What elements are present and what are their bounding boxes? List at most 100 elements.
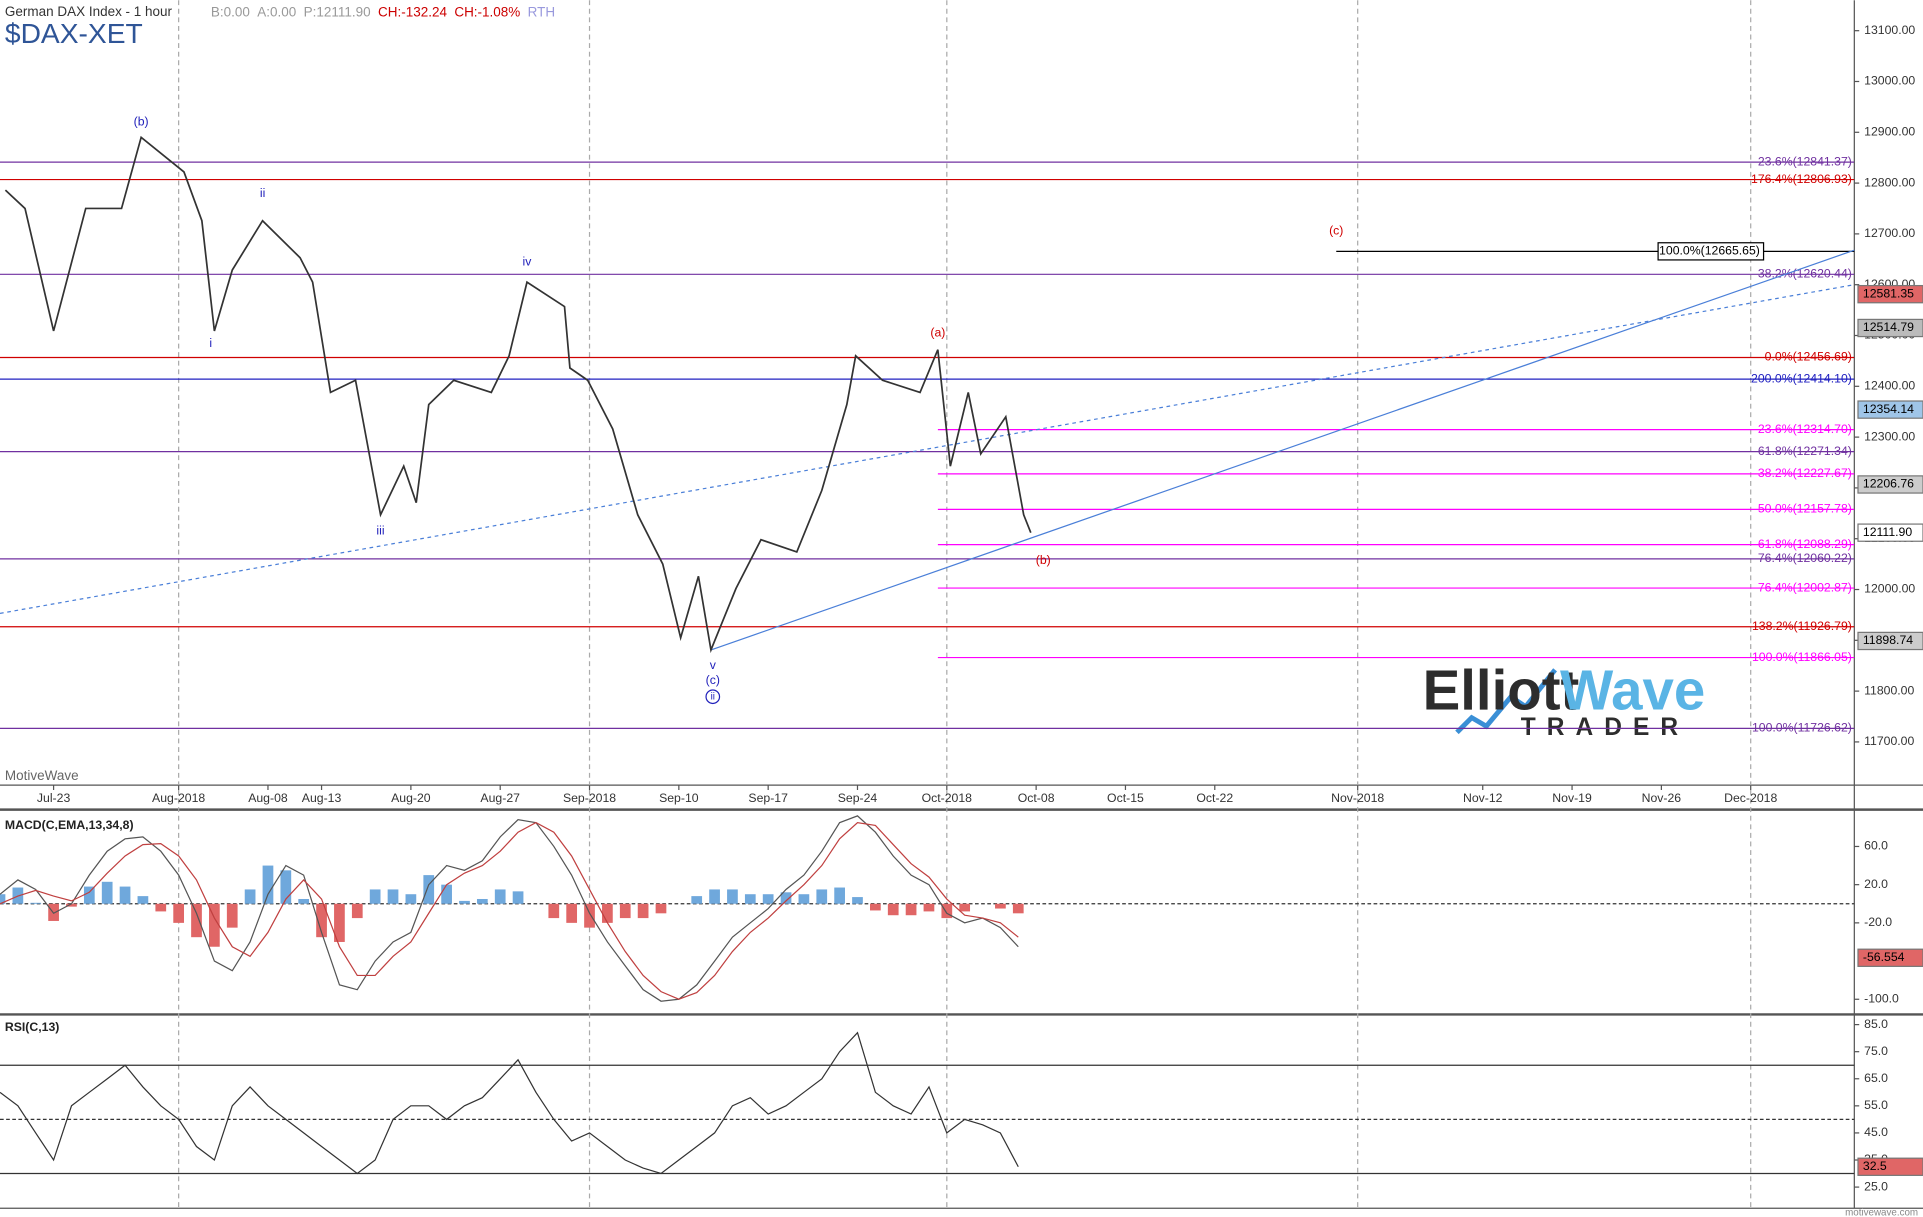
y-tick-label: 45.0 xyxy=(1864,1125,1888,1139)
histogram-bar xyxy=(655,903,667,914)
price-box xyxy=(1857,948,1923,967)
y-tick-label: 12800.00 xyxy=(1864,175,1915,189)
histogram-bar xyxy=(137,896,149,904)
wave-label: (c) xyxy=(1329,224,1343,238)
price-box-label: 12354.14 xyxy=(1863,402,1914,416)
indicator-line xyxy=(0,815,1019,1002)
histogram-bar xyxy=(316,903,327,938)
fib-label: 100.0%(11726.62) xyxy=(1752,721,1852,735)
histogram-bar xyxy=(923,903,935,912)
histogram-bar xyxy=(494,889,506,904)
y-tick-label: 13100.00 xyxy=(1864,23,1915,37)
x-tick-label: Aug-13 xyxy=(302,791,342,805)
histogram-bar xyxy=(155,903,167,912)
histogram-bar xyxy=(191,903,202,938)
y-tick-label: 11800.00 xyxy=(1864,683,1914,697)
plot: 23.6%(12841.37) 176.4%(12806.93) 38.2%(126… xyxy=(0,114,1855,735)
logo-word: Wave xyxy=(1560,658,1705,721)
histogram-bar xyxy=(30,902,42,904)
histogram-bar xyxy=(816,889,828,904)
histogram-bar xyxy=(780,892,792,904)
histogram-bar xyxy=(584,903,595,928)
fib-label: 76.4%(12002.87) xyxy=(1758,580,1852,594)
histogram-bar xyxy=(459,900,470,904)
y-tick-label: 11700.00 xyxy=(1864,734,1914,748)
wave-label: (b) xyxy=(134,114,149,128)
wave-label: ii xyxy=(260,186,265,200)
y-tick-label: 60.0 xyxy=(1864,839,1888,853)
x-tick-label: Dec-2018 xyxy=(1724,791,1777,805)
price-box xyxy=(1857,1157,1923,1176)
histogram-bar xyxy=(869,903,881,911)
x-tick-label: Aug-08 xyxy=(248,791,288,805)
plot xyxy=(0,1031,1855,1175)
histogram-bar xyxy=(262,865,274,904)
stat: CH:-132.24 xyxy=(378,4,447,19)
y-tick-label: 65.0 xyxy=(1864,1071,1888,1085)
histogram-bar xyxy=(619,903,631,919)
fib-label: 61.8%(12271.34) xyxy=(1758,444,1852,458)
histogram-bar xyxy=(280,870,292,904)
x-tick-label: Nov-19 xyxy=(1552,791,1592,805)
logo-arrow xyxy=(1455,668,1557,735)
histogram-bar xyxy=(1012,903,1024,914)
histogram-bar xyxy=(566,903,578,923)
logo-word: TRADER xyxy=(1521,714,1689,741)
indicator-line xyxy=(0,821,1019,1000)
x-tick-label: Aug-27 xyxy=(480,791,520,805)
histogram-bar xyxy=(887,903,899,916)
histogram-bar xyxy=(959,903,971,912)
histogram-bar xyxy=(691,896,703,904)
y-tick-label: 55.0 xyxy=(1864,1098,1888,1112)
x-tick-label: Oct-08 xyxy=(1018,791,1055,805)
histogram-bar xyxy=(0,894,6,904)
y-tick-label: 13000.00 xyxy=(1864,74,1915,88)
histogram-bar xyxy=(226,903,238,928)
price-box xyxy=(1857,318,1923,338)
price-box-label: -56.554 xyxy=(1863,950,1905,964)
footer: motivewave.com xyxy=(1845,1208,1918,1217)
wave-label: iv xyxy=(523,255,533,269)
y-tick-label: 12300.00 xyxy=(1864,429,1915,443)
price-box xyxy=(1857,523,1923,542)
logo: Elliott Wave TRADER xyxy=(1423,658,1706,741)
histogram-bar xyxy=(744,894,756,904)
y-tick-label: 12400.00 xyxy=(1864,379,1915,393)
histogram-bar xyxy=(298,898,310,904)
histogram-bar xyxy=(423,875,435,904)
histogram-bar xyxy=(209,903,220,947)
x-tick-label: Aug-2018 xyxy=(152,791,205,805)
symbol: $DAX-XET xyxy=(5,17,143,49)
pane-title: MACD(C,EMA,13,34,8) xyxy=(5,818,134,832)
wave-label: (b) xyxy=(1036,553,1051,567)
x-tick-label: Sep-10 xyxy=(659,791,699,805)
histogram-bar xyxy=(101,881,113,904)
wave-circle xyxy=(705,689,721,705)
x-tick-label: Aug-20 xyxy=(391,791,431,805)
rsi-line xyxy=(0,1031,1019,1175)
price-box-label: 12581.35 xyxy=(1863,286,1914,300)
y-tick-label: 12000.00 xyxy=(1864,582,1915,596)
fib-label: 38.2%(12620.44) xyxy=(1758,267,1852,281)
x-tick-label: Oct-2018 xyxy=(922,791,973,805)
y-tick-label: 25.0 xyxy=(1864,1179,1888,1193)
price-box xyxy=(1857,284,1923,304)
wave-label: ii xyxy=(711,691,715,702)
histogram-bar xyxy=(334,903,345,942)
x-tick-label: Nov-12 xyxy=(1463,791,1503,805)
price-box xyxy=(1857,475,1923,494)
price-box-label: 12206.76 xyxy=(1863,477,1914,491)
y-tick-label: 12700.00 xyxy=(1864,226,1915,240)
fib-label: 23.6%(12841.37) xyxy=(1758,154,1852,168)
histogram-bar xyxy=(351,903,363,919)
plot xyxy=(0,815,1855,1002)
y-tick-label: -20.0 xyxy=(1864,915,1892,929)
histogram-bar xyxy=(369,889,381,904)
histogram-bar xyxy=(602,903,613,923)
histogram-bar xyxy=(66,903,77,907)
stat: A:0.00 xyxy=(257,4,296,19)
fib-label: 100.0%(11866.05) xyxy=(1752,650,1852,664)
price-box-label: 12111.90 xyxy=(1863,525,1912,539)
